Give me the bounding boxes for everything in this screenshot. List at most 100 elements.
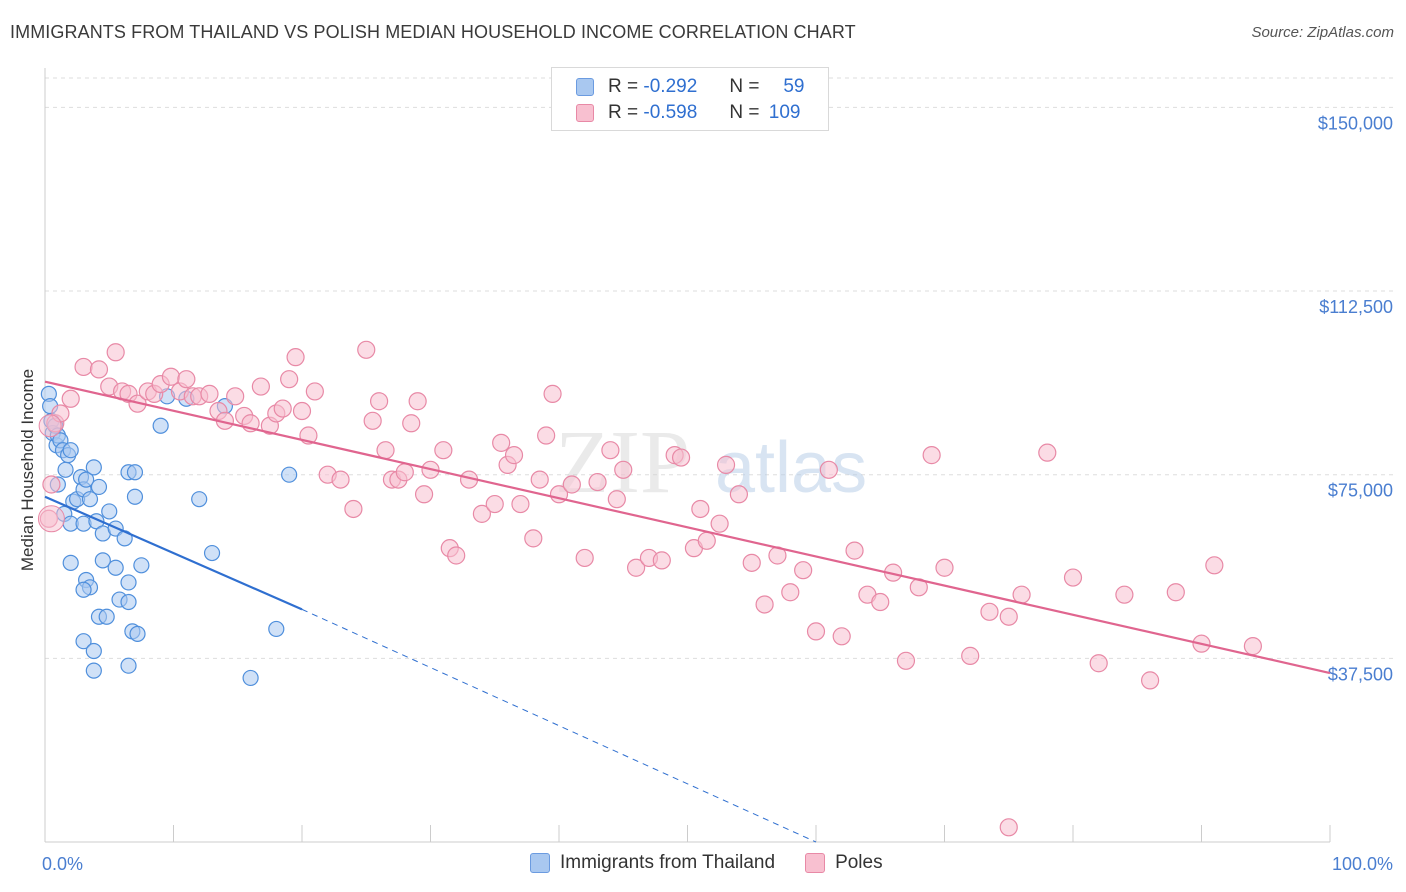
x-tick-label-max: 100.0% bbox=[1332, 854, 1393, 874]
point-poles bbox=[37, 505, 65, 533]
point-thailand bbox=[62, 554, 79, 571]
point-poles bbox=[999, 818, 1018, 837]
series-label-poles: Poles bbox=[835, 852, 883, 873]
point-poles bbox=[922, 446, 941, 465]
point-poles bbox=[781, 583, 800, 602]
point-poles bbox=[1063, 568, 1083, 587]
point-poles bbox=[742, 553, 761, 572]
point-poles bbox=[543, 384, 562, 403]
trendline-poles bbox=[44, 380, 1331, 675]
point-thailand bbox=[120, 657, 137, 674]
point-poles bbox=[601, 441, 620, 460]
point-poles bbox=[447, 546, 466, 565]
point-poles bbox=[292, 401, 312, 421]
point-poles bbox=[729, 485, 749, 504]
series-legend: Immigrants from Thailand Poles bbox=[530, 852, 913, 874]
legend-r-value: -0.598 bbox=[643, 102, 698, 123]
point-poles bbox=[395, 463, 414, 482]
point-poles bbox=[106, 343, 125, 362]
point-poles bbox=[251, 377, 270, 396]
point-poles bbox=[370, 392, 389, 411]
point-thailand bbox=[152, 417, 169, 434]
point-poles bbox=[74, 357, 93, 377]
point-poles bbox=[980, 602, 999, 621]
point-thailand bbox=[126, 488, 144, 505]
point-poles bbox=[575, 548, 594, 568]
point-poles bbox=[845, 541, 864, 560]
point-poles bbox=[504, 446, 524, 465]
point-poles bbox=[691, 499, 710, 519]
point-poles bbox=[331, 470, 350, 489]
series-legend-poles: Poles bbox=[805, 852, 883, 874]
point-poles bbox=[472, 504, 491, 523]
point-poles bbox=[806, 622, 826, 641]
point-poles bbox=[414, 485, 434, 504]
series-swatch-poles bbox=[805, 853, 826, 873]
point-poles bbox=[42, 475, 61, 494]
point-poles bbox=[1038, 443, 1057, 462]
point-poles bbox=[832, 627, 851, 646]
point-poles bbox=[408, 392, 427, 411]
point-thailand bbox=[85, 459, 102, 476]
point-poles bbox=[755, 595, 774, 614]
point-poles bbox=[999, 607, 1018, 626]
y-tick-label: $150,000 bbox=[1318, 113, 1393, 133]
legend-n-value: 109 bbox=[768, 102, 801, 123]
legend-n-label: N = bbox=[729, 76, 760, 97]
point-poles bbox=[363, 411, 382, 430]
point-poles bbox=[485, 494, 504, 514]
series-swatch-thailand bbox=[530, 853, 550, 873]
legend-r-label: R = bbox=[608, 102, 639, 123]
point-poles bbox=[530, 470, 549, 489]
legend-r-label: R = bbox=[608, 76, 639, 97]
point-poles bbox=[710, 514, 729, 533]
point-poles bbox=[402, 414, 421, 433]
point-poles bbox=[1166, 583, 1185, 602]
point-poles bbox=[607, 490, 626, 509]
y-tick-label: $75,000 bbox=[1328, 481, 1393, 501]
point-poles bbox=[716, 455, 736, 474]
trendline-thailand bbox=[44, 495, 303, 611]
point-poles bbox=[626, 558, 646, 577]
point-poles bbox=[280, 370, 299, 389]
legend-row-thailand: R = -0.292 N = 59 bbox=[576, 74, 804, 100]
point-thailand bbox=[75, 581, 92, 598]
point-thailand bbox=[107, 559, 124, 576]
point-poles bbox=[38, 414, 62, 438]
point-thailand bbox=[85, 662, 102, 679]
point-poles bbox=[357, 340, 376, 359]
point-poles bbox=[819, 460, 838, 479]
point-poles bbox=[226, 387, 245, 406]
point-poles bbox=[376, 441, 395, 460]
series-label-thailand: Immigrants from Thailand bbox=[560, 852, 776, 873]
point-thailand bbox=[75, 633, 92, 650]
legend-r-value: -0.292 bbox=[643, 76, 698, 97]
point-poles bbox=[161, 367, 181, 386]
point-thailand bbox=[120, 593, 137, 611]
point-poles bbox=[671, 448, 691, 467]
y-tick-label: $112,500 bbox=[1319, 297, 1393, 317]
series-legend-thailand: Immigrants from Thailand bbox=[530, 852, 775, 874]
point-poles bbox=[200, 384, 219, 403]
point-thailand bbox=[98, 608, 115, 625]
point-poles bbox=[588, 472, 607, 492]
point-poles bbox=[697, 531, 716, 550]
point-poles bbox=[492, 433, 511, 452]
point-thailand bbox=[268, 620, 285, 638]
point-poles bbox=[286, 348, 305, 367]
y-axis-label: Median Household Income bbox=[18, 369, 37, 571]
point-poles bbox=[273, 399, 292, 418]
point-poles bbox=[177, 370, 196, 389]
point-thailand bbox=[81, 491, 99, 508]
y-tick-label: $37,500 bbox=[1328, 664, 1393, 684]
point-thailand bbox=[90, 478, 108, 496]
point-poles bbox=[1140, 671, 1160, 690]
point-poles bbox=[1115, 585, 1134, 604]
point-poles bbox=[305, 382, 324, 401]
point-poles bbox=[961, 646, 980, 665]
point-poles bbox=[1205, 556, 1224, 575]
point-thailand bbox=[281, 466, 298, 483]
correlation-legend: R = -0.292 N = 59 R = -0.598 N = 109 bbox=[551, 67, 829, 131]
legend-n-label: N = bbox=[729, 102, 760, 123]
